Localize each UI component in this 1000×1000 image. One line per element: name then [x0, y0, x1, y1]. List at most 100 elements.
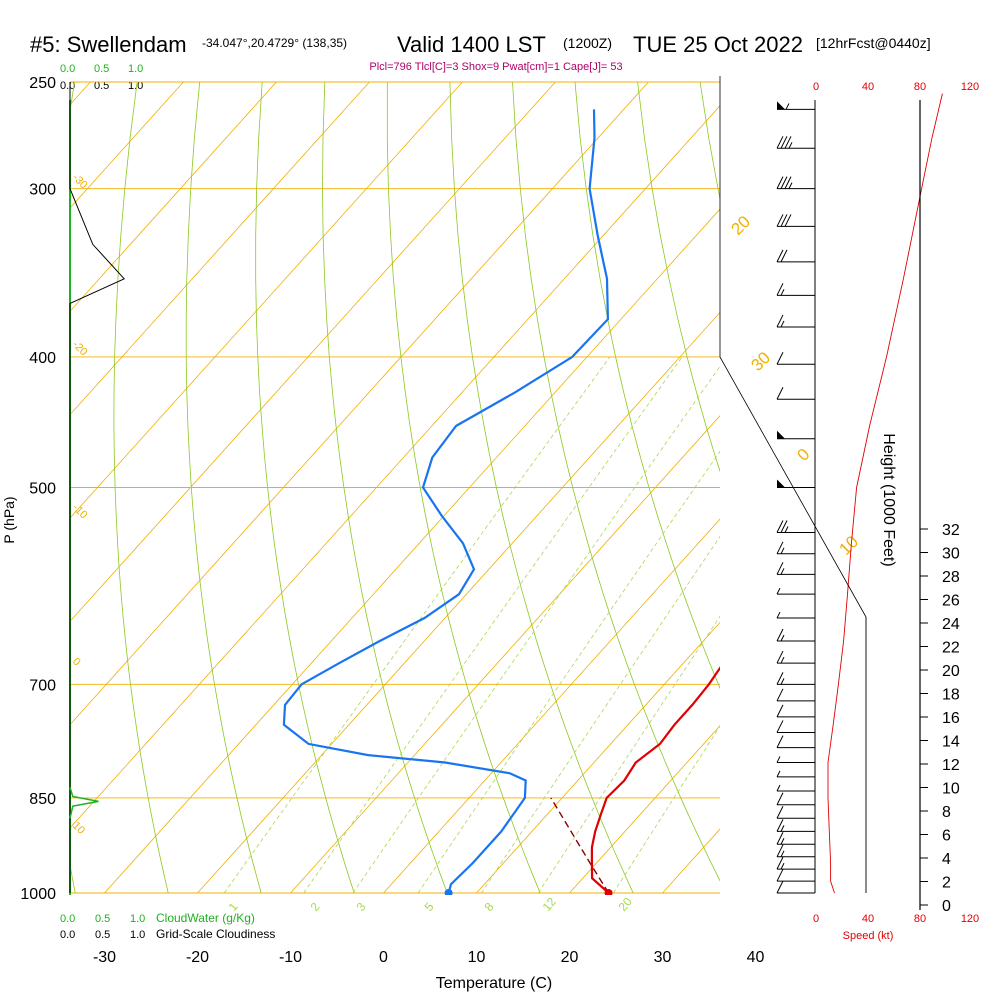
speed-axis-bottom: 0 40 80 120 Speed (kt): [813, 913, 979, 942]
wind-barb: [776, 562, 815, 575]
wind-barb: [777, 430, 815, 440]
wind-barb-full: [776, 720, 784, 733]
wind-barb-half: [785, 103, 790, 110]
wind-barb-half: [780, 289, 785, 296]
wind-barb-full: [780, 520, 788, 533]
wind-barb-half: [776, 770, 781, 778]
wind-barb-full: [780, 136, 788, 149]
wind-barb-full: [776, 352, 784, 365]
dry-adiabat-line: [113, 81, 169, 894]
wind-barb: [776, 880, 815, 894]
bottom-cloud-water-tick: 0.5: [95, 913, 110, 925]
wind-barb: [776, 520, 815, 534]
mixing-ratio-line: [537, 615, 720, 894]
wind-barb-half: [780, 850, 785, 858]
wind-barb-half: [788, 182, 793, 189]
bottom-cloud-water-legend: 0.0 0.5 1.0 CloudWater (g/Kg): [60, 911, 255, 925]
wind-barb-full: [776, 314, 784, 328]
top-cloud-water-tick: 1.0: [128, 63, 143, 75]
height-tick-label: 28: [942, 569, 960, 586]
wind-barb-half: [780, 862, 785, 870]
wind-barb-full: [776, 868, 784, 882]
wind-barb-full: [776, 176, 784, 189]
cloud-water-profile-line: [69, 787, 99, 819]
temperature-tick-label: 40: [747, 949, 765, 966]
wind-barb: [776, 792, 815, 806]
speed-bottom-tick: 40: [862, 913, 874, 925]
wind-barb-full: [776, 735, 784, 748]
pressure-tick-label: 300: [29, 182, 56, 199]
wind-barb-half: [780, 634, 785, 642]
mixing-ratio-line: [480, 535, 720, 894]
height-axis-label: Height (1000 Feet): [880, 433, 897, 566]
top-cloud-water-tick: 0.5: [94, 63, 109, 75]
temperature-profile-line: [590, 666, 720, 894]
height-tick-label: 12: [942, 757, 960, 774]
wind-barb: [776, 176, 815, 190]
dry-adiabat-line: [185, 81, 262, 894]
utc-time: (1200Z): [563, 35, 612, 51]
top-cloudiness-tick: 0.0: [60, 80, 75, 92]
cloudiness-profile-line: [69, 82, 126, 893]
wind-barb-full: [776, 688, 784, 702]
wind-barb-full: [776, 249, 784, 263]
wind-barb-half: [780, 837, 785, 845]
wind-barb-full: [776, 819, 784, 832]
wind-barb-full: [776, 214, 784, 227]
height-tick-label: 10: [942, 781, 960, 798]
dry-adiabat-line: [255, 81, 355, 894]
pressure-tick-label: 250: [29, 75, 56, 92]
height-tick-label: 0: [942, 898, 951, 915]
speed-top-tick: 40: [862, 81, 874, 93]
wind-barb-pennant: [777, 479, 785, 488]
speed-axis-label: Speed (kt): [843, 930, 894, 942]
height-tick-label: 2: [942, 875, 951, 892]
isotherm-line: [70, 81, 277, 312]
temperature-tick-label: 30: [654, 949, 672, 966]
wind-barb: [776, 628, 815, 642]
cloud-water-label: CloudWater (g/Kg): [156, 911, 255, 925]
bottom-cloudiness-tick: 0.0: [60, 929, 75, 941]
wind-barb: [777, 101, 815, 110]
wind-barb-full: [776, 628, 784, 642]
speed-axis-top: 0 40 80 120: [813, 81, 979, 93]
temperature-tick-label: 20: [561, 949, 579, 966]
wind-barb-half: [780, 568, 785, 575]
pressure-tick-label: 500: [29, 481, 56, 498]
pressure-tick-label: 400: [29, 350, 56, 367]
speed-bottom-tick: 80: [914, 913, 926, 925]
wind-barb-full: [780, 176, 788, 189]
top-cloudiness-tick: 1.0: [128, 80, 143, 92]
wind-barb-full: [776, 792, 784, 805]
wind-barb: [776, 844, 815, 858]
plot-profiles: [282, 109, 720, 895]
wind-barb-half: [780, 320, 785, 328]
wind-barb: [776, 831, 815, 845]
wind-barb-half: [780, 547, 785, 555]
pressure-tick-label: 1000: [20, 886, 56, 903]
station-title: #5: Swellendam: [30, 32, 187, 57]
wind-barb: [776, 314, 815, 328]
wind-barb-full: [776, 387, 784, 400]
speed-top-tick: 80: [914, 81, 926, 93]
pressure-axis: 1000 850 700 500 400 300 250: [20, 75, 56, 903]
wind-barb-full: [776, 541, 784, 555]
wind-barb-full: [776, 672, 784, 685]
temperature-tick-label: -30: [93, 949, 116, 966]
wind-barb-full: [776, 844, 784, 858]
temperature-tick-label: -20: [186, 949, 209, 966]
wind-barb-full: [776, 831, 784, 845]
wind-barb: [776, 856, 815, 870]
height-tick-label: 20: [942, 663, 960, 680]
top-cloud-water-tick: 0.0: [60, 63, 75, 75]
dry-adiabat-line: [322, 81, 448, 894]
mixing-ratio-line: [613, 725, 720, 894]
plot-frame-edge: [719, 76, 867, 893]
wind-barb-pennant: [777, 430, 785, 439]
wind-barb: [776, 819, 815, 832]
speed-top-tick: 120: [961, 81, 979, 93]
sounding-indices: Plcl=796 Tlcl[C]=3 Shox=9 Pwat[cm]=1 Cap…: [369, 61, 622, 73]
wind-barb-full: [776, 562, 784, 575]
